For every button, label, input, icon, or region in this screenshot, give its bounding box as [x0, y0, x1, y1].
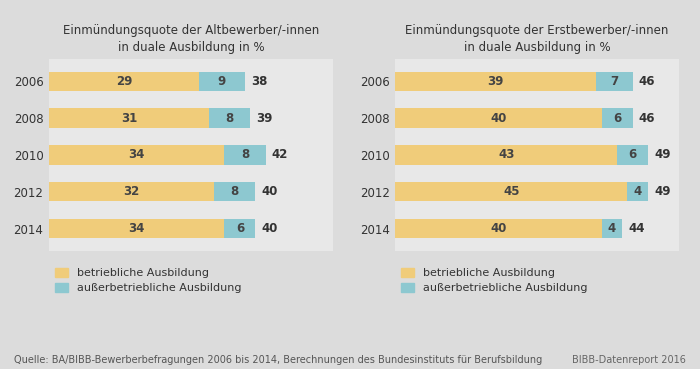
Bar: [617, 145, 648, 165]
Text: 49: 49: [654, 185, 671, 199]
Text: 39: 39: [256, 111, 273, 125]
Text: 8: 8: [225, 111, 234, 125]
Bar: [395, 72, 596, 91]
Bar: [49, 145, 225, 165]
Text: 7: 7: [610, 75, 619, 88]
Text: 40: 40: [262, 185, 278, 199]
Text: 8: 8: [230, 185, 239, 199]
Title: Einmündungsquote der Erstbewerber/-innen
in duale Ausbildung in %: Einmündungsquote der Erstbewerber/-innen…: [405, 24, 668, 54]
Text: BIBB-Datenreport 2016: BIBB-Datenreport 2016: [572, 355, 686, 365]
Text: 40: 40: [490, 222, 507, 235]
Text: 9: 9: [218, 75, 226, 88]
Bar: [209, 108, 250, 128]
Bar: [225, 145, 266, 165]
Text: 32: 32: [123, 185, 140, 199]
Text: 43: 43: [498, 148, 514, 162]
Text: 42: 42: [272, 148, 288, 162]
Text: 40: 40: [490, 111, 507, 125]
Text: 29: 29: [116, 75, 132, 88]
Title: Einmündungsquote der Altbewerber/-innen
in duale Ausbildung in %: Einmündungsquote der Altbewerber/-innen …: [63, 24, 319, 54]
Text: 45: 45: [503, 185, 519, 199]
Text: 4: 4: [634, 185, 642, 199]
Bar: [395, 108, 601, 128]
Text: 8: 8: [241, 148, 249, 162]
Text: 46: 46: [639, 111, 655, 125]
Bar: [596, 72, 633, 91]
Bar: [395, 145, 617, 165]
Text: 6: 6: [236, 222, 244, 235]
Bar: [395, 219, 601, 238]
Bar: [49, 182, 214, 201]
Bar: [199, 72, 245, 91]
Bar: [395, 182, 627, 201]
Bar: [601, 219, 622, 238]
Text: 40: 40: [262, 222, 278, 235]
Legend: betriebliche Ausbildung, außerbetriebliche Ausbildung: betriebliche Ausbildung, außerbetrieblic…: [55, 268, 241, 293]
Text: 6: 6: [629, 148, 637, 162]
Bar: [49, 72, 199, 91]
Text: 6: 6: [613, 111, 621, 125]
Legend: betriebliche Ausbildung, außerbetriebliche Ausbildung: betriebliche Ausbildung, außerbetrieblic…: [401, 268, 587, 293]
Bar: [49, 219, 225, 238]
Bar: [627, 182, 648, 201]
Text: 39: 39: [488, 75, 504, 88]
Text: 4: 4: [608, 222, 616, 235]
Text: 44: 44: [629, 222, 645, 235]
Text: 34: 34: [129, 222, 145, 235]
Text: 38: 38: [251, 75, 267, 88]
Bar: [49, 108, 209, 128]
Text: 31: 31: [121, 111, 137, 125]
Bar: [601, 108, 633, 128]
Bar: [214, 182, 256, 201]
Text: 34: 34: [129, 148, 145, 162]
Bar: [225, 219, 256, 238]
Text: Quelle: BA/BIBB-Bewerberbefragungen 2006 bis 2014, Berechnungen des Bundesinstit: Quelle: BA/BIBB-Bewerberbefragungen 2006…: [14, 355, 542, 365]
Text: 46: 46: [639, 75, 655, 88]
Text: 49: 49: [654, 148, 671, 162]
